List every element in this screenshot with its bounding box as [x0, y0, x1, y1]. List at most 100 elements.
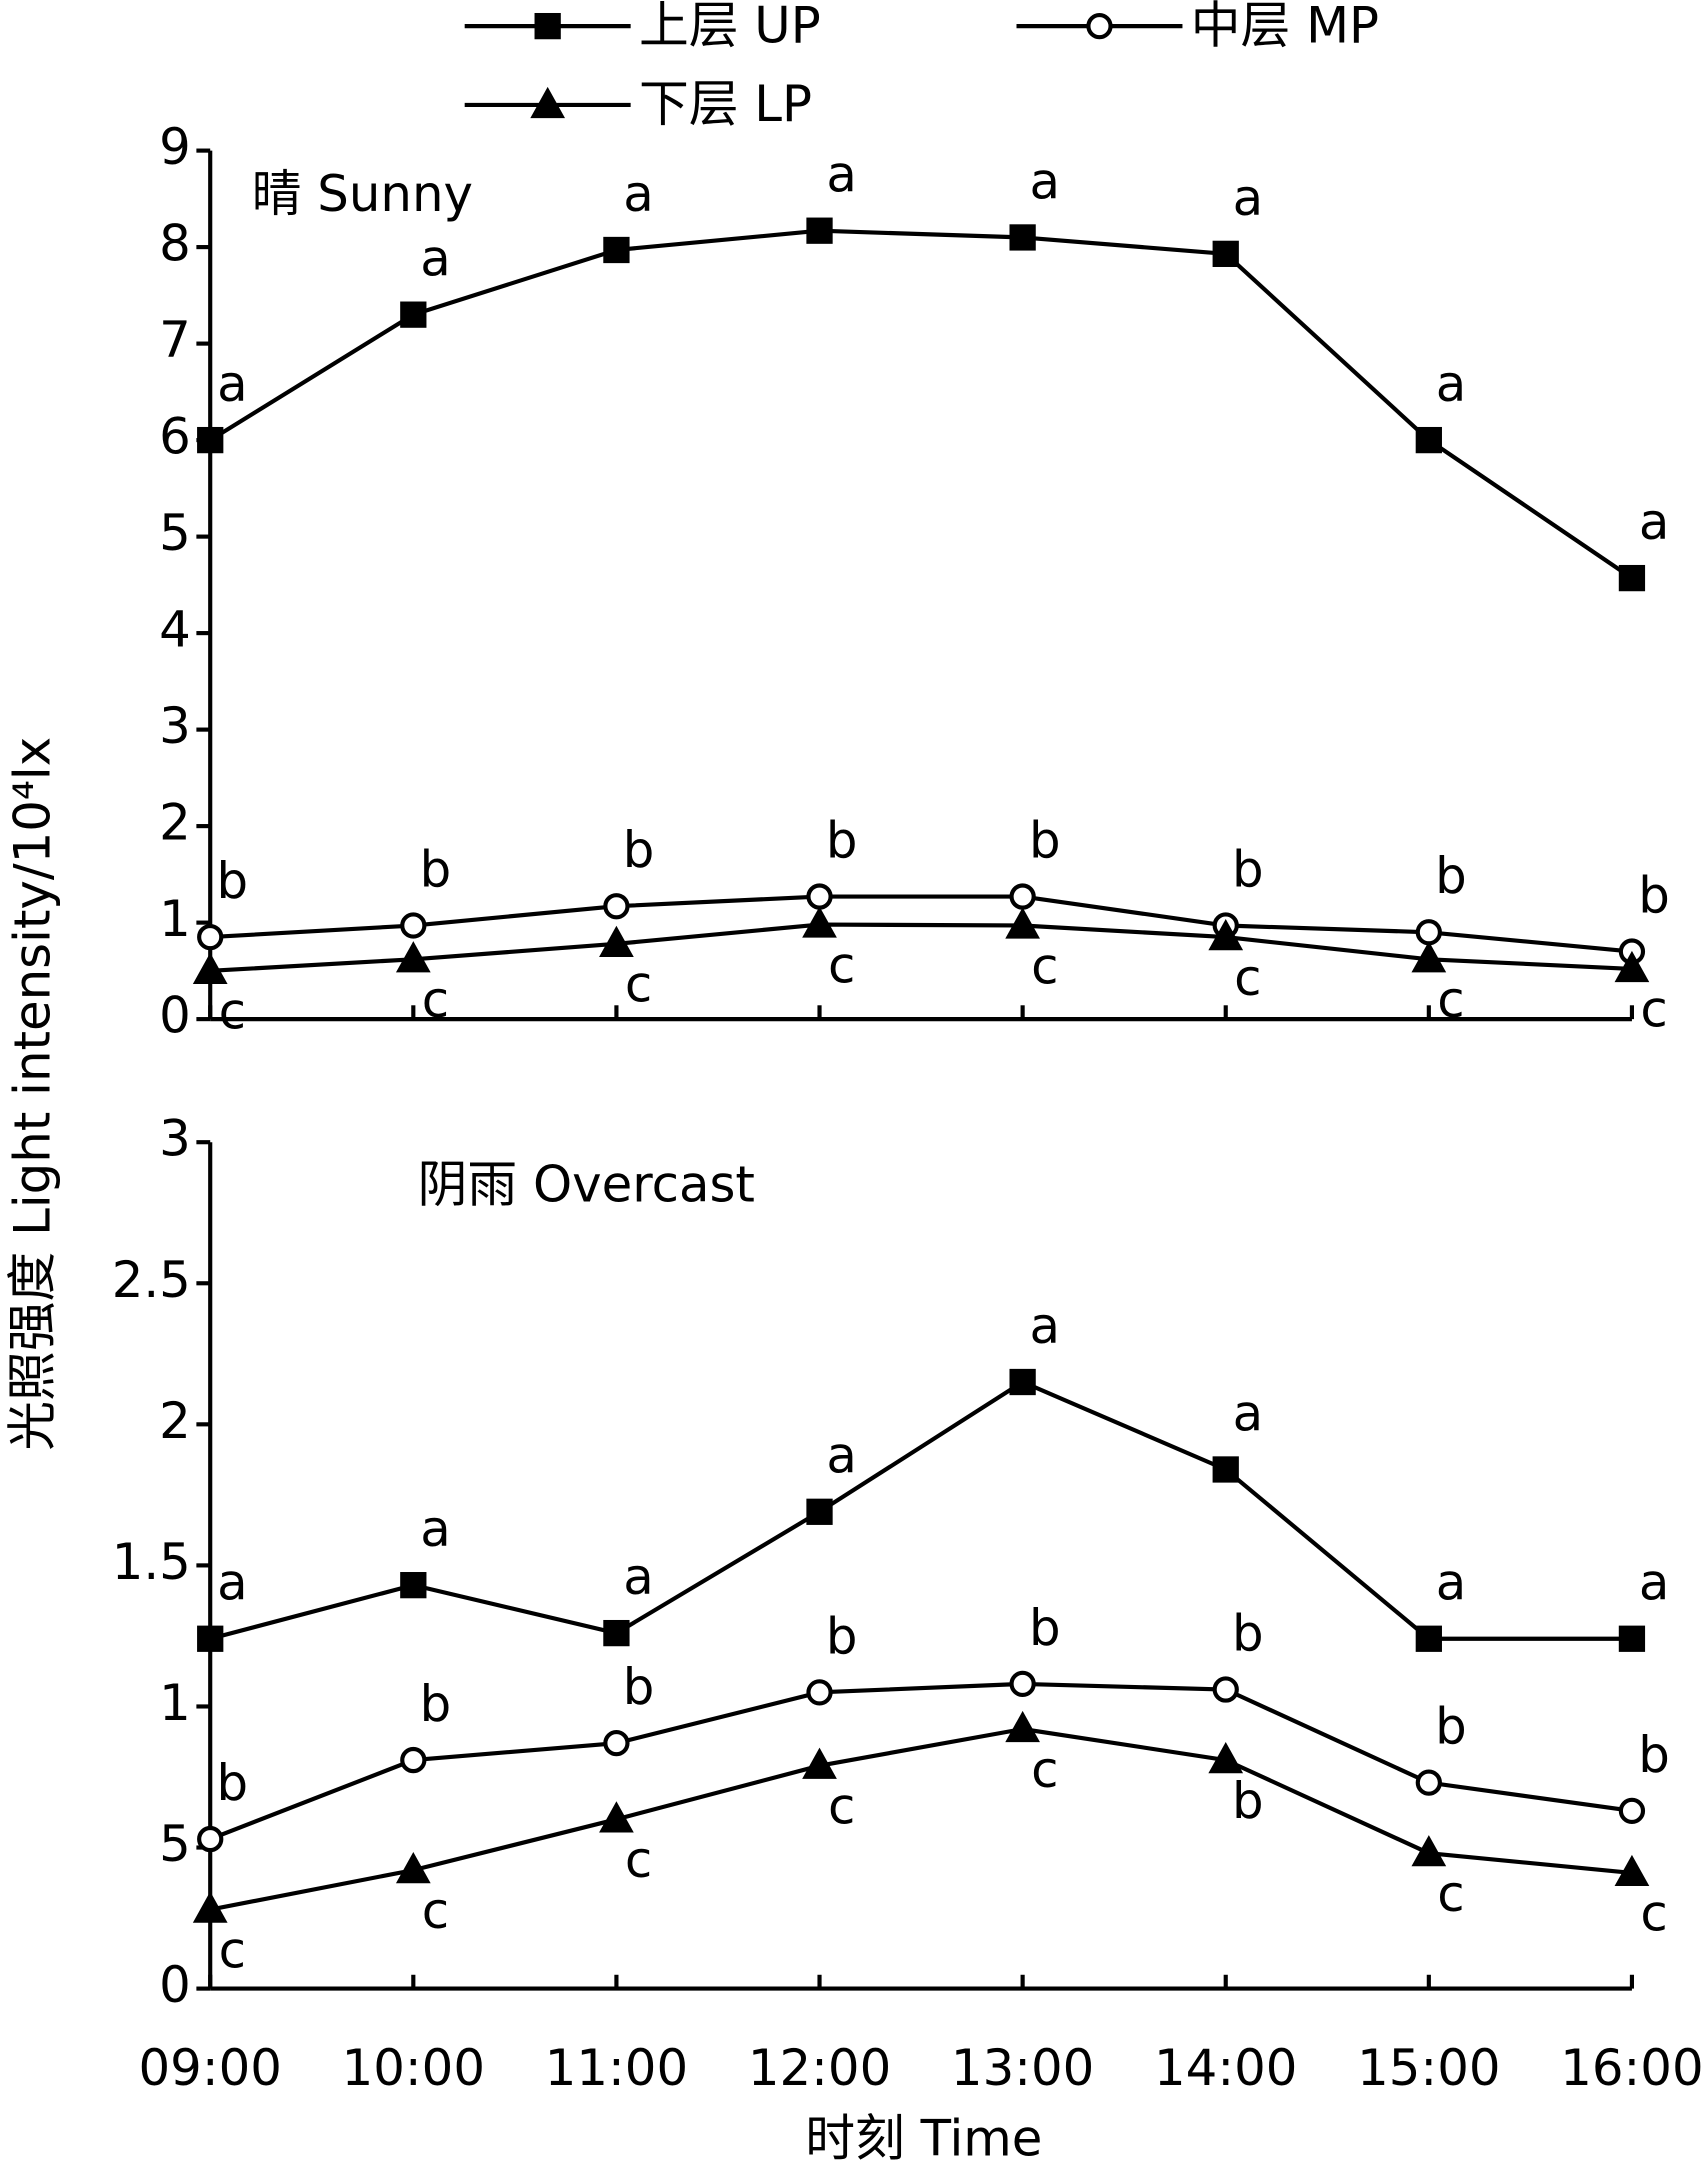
line [209, 1726, 1633, 1912]
significance-letter: c [1437, 1865, 1464, 1923]
significance-letter: c [1437, 971, 1464, 1029]
y-tick-label: 5 [159, 1815, 191, 1873]
marker [599, 1801, 634, 1833]
significance-letter: a [420, 1500, 450, 1558]
significance-letter: b [1029, 812, 1061, 870]
x-tick-label: 10:00 [342, 2039, 485, 2097]
y-tick-label: 7 [159, 311, 191, 369]
marker [1411, 941, 1447, 973]
significance-letter: b [217, 852, 249, 910]
significance-letter: a [1436, 355, 1467, 413]
marker [197, 1625, 224, 1652]
marker [806, 217, 833, 244]
significance-letter: c [625, 956, 652, 1014]
significance-letter: a [217, 355, 248, 413]
marker [395, 941, 431, 973]
significance-letter: a [1030, 152, 1061, 210]
line [210, 922, 1633, 973]
marker [400, 1572, 427, 1599]
significance-letter: b [1232, 1604, 1264, 1662]
y-axis-label: 光照强度 Light intensity/10⁴lx [3, 737, 61, 1451]
y-tick-label: 4 [159, 601, 191, 659]
significance-letter: b [1638, 867, 1670, 925]
y-tick-label: 5 [159, 504, 191, 562]
significance-letter: a [1639, 493, 1670, 551]
significance-letter: b [1435, 847, 1467, 905]
marker [530, 86, 566, 119]
significance-letter: b [217, 1754, 249, 1812]
x-tick-label: 15:00 [1357, 2039, 1500, 2097]
significance-letter: a [826, 1427, 857, 1485]
significance-letter: b [1029, 1599, 1061, 1657]
y-tick-label: 1 [159, 890, 191, 948]
marker [192, 1891, 228, 1923]
x-tick-label: 12:00 [748, 2039, 891, 2097]
y-tick-label: 0 [159, 987, 191, 1045]
significance-letter: a [1030, 1297, 1061, 1355]
significance-letter: a [623, 1548, 654, 1606]
legend-label: 中层 MP [1191, 0, 1379, 54]
significance-letter: a [826, 146, 857, 204]
marker [1212, 1456, 1239, 1483]
y-tick-label: 2.5 [112, 1251, 191, 1309]
significance-letter: b [623, 1658, 655, 1716]
marker [1618, 1797, 1646, 1824]
y-tick-label: 1 [159, 1674, 191, 1732]
marker [1009, 224, 1036, 251]
line [209, 1379, 1632, 1641]
marker [1614, 950, 1650, 983]
marker [603, 236, 630, 264]
y-tick-label: 3 [159, 697, 191, 755]
marker [400, 1746, 427, 1774]
annotation: 晴 Sunny [252, 165, 473, 223]
y-tick-label: 8 [159, 215, 191, 273]
significance-letter: b [1638, 1726, 1670, 1784]
significance-letter: b [826, 1607, 858, 1665]
significance-letter: b [1435, 1698, 1467, 1756]
significance-letter: c [1234, 949, 1261, 1007]
significance-letter: c [625, 1831, 652, 1889]
marker [603, 1730, 630, 1757]
marker [1009, 883, 1036, 910]
significance-letter: c [828, 1777, 855, 1835]
x-tick-label: 16:00 [1560, 2039, 1703, 2097]
x-tick-label: 09:00 [139, 2039, 282, 2097]
marker [1618, 564, 1646, 592]
marker [1005, 1710, 1040, 1743]
marker [197, 426, 224, 454]
marker [1208, 1741, 1244, 1774]
significance-letter: b [420, 840, 452, 898]
marker [806, 883, 833, 910]
marker [1005, 907, 1040, 939]
significance-letter: a [623, 165, 654, 223]
marker [1415, 1769, 1442, 1796]
marker [192, 952, 228, 985]
x-tick-label: 13:00 [951, 2039, 1094, 2097]
marker [534, 12, 561, 40]
significance-letter: c [1640, 981, 1667, 1039]
marker [1415, 426, 1442, 454]
marker [806, 1498, 833, 1525]
marker [400, 301, 427, 328]
marker [802, 906, 837, 938]
significance-letter: b [623, 821, 655, 879]
significance-letter: b [1232, 1772, 1264, 1830]
x-tick-label: 14:00 [1154, 2039, 1297, 2097]
marker [1614, 1854, 1650, 1887]
marker [1415, 919, 1442, 946]
marker [1208, 918, 1244, 951]
line [209, 1681, 1633, 1842]
y-tick-label: 1.5 [112, 1533, 191, 1591]
marker [1212, 240, 1239, 267]
marker [806, 1679, 833, 1706]
significance-letter: b [826, 812, 858, 870]
significance-letter: c [1640, 1885, 1667, 1943]
marker [1086, 12, 1113, 40]
marker [1618, 1625, 1646, 1652]
significance-letter: a [1233, 169, 1264, 227]
significance-letter: b [1232, 840, 1264, 898]
y-tick-label: 6 [159, 408, 191, 466]
marker [802, 1747, 837, 1779]
marker [1212, 1676, 1239, 1703]
